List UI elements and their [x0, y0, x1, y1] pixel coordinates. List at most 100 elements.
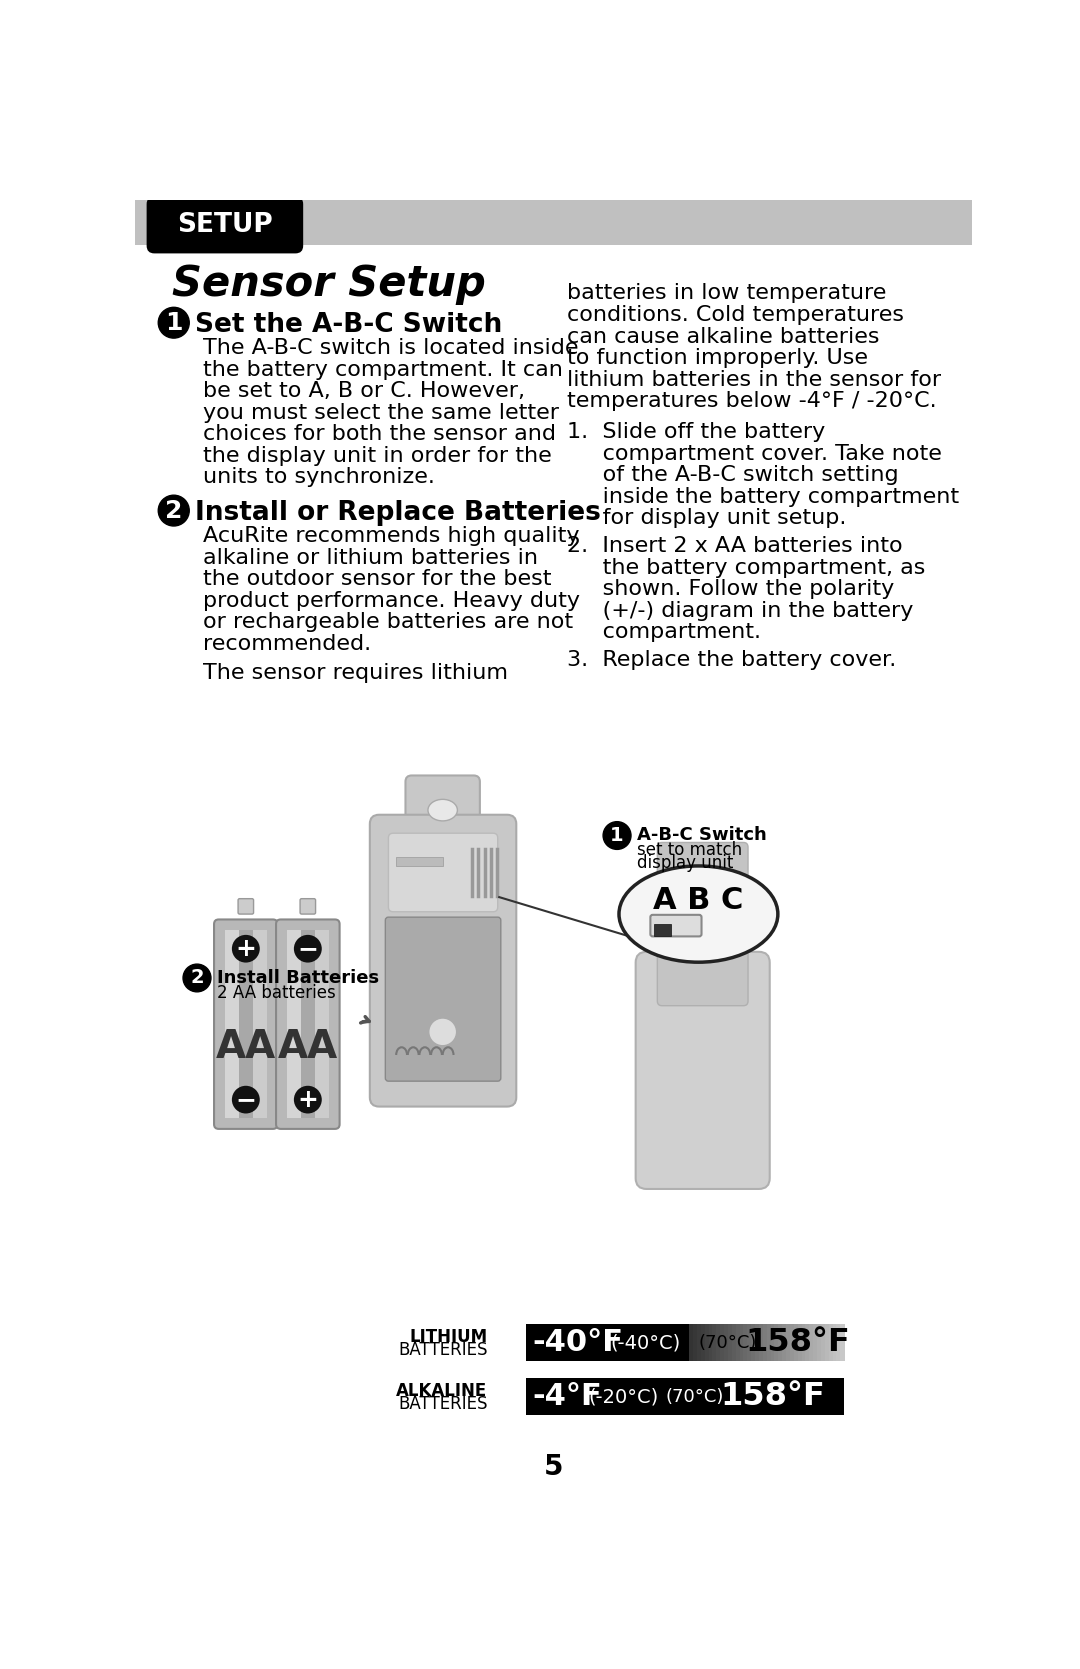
- Bar: [755, 1325, 759, 1362]
- FancyBboxPatch shape: [369, 814, 516, 1107]
- Bar: [225, 930, 239, 1118]
- Text: 3.  Replace the battery cover.: 3. Replace the battery cover.: [567, 649, 896, 669]
- Text: AA: AA: [216, 1028, 276, 1066]
- Bar: [762, 1325, 768, 1362]
- Circle shape: [232, 1087, 260, 1113]
- Bar: [526, 1325, 689, 1362]
- Circle shape: [159, 307, 189, 339]
- Circle shape: [429, 1018, 457, 1046]
- Text: lithium batteries in the sensor for: lithium batteries in the sensor for: [567, 369, 942, 389]
- Text: 2: 2: [190, 968, 204, 988]
- Text: Install Batteries: Install Batteries: [217, 968, 379, 986]
- Bar: [821, 1325, 825, 1362]
- Text: 2: 2: [165, 499, 183, 522]
- Text: -4°F: -4°F: [532, 1382, 603, 1412]
- Text: product performance. Heavy duty: product performance. Heavy duty: [203, 591, 580, 611]
- Bar: [239, 930, 253, 1118]
- Bar: [396, 858, 443, 866]
- Text: SETUP: SETUP: [177, 212, 273, 239]
- Text: or rechargeable batteries are not: or rechargeable batteries are not: [203, 613, 573, 633]
- Bar: [782, 1325, 786, 1362]
- Text: 2.  Insert 2 x AA batteries into: 2. Insert 2 x AA batteries into: [567, 536, 903, 556]
- Bar: [840, 1325, 845, 1362]
- Text: compartment.: compartment.: [567, 623, 761, 643]
- Text: (70°C): (70°C): [699, 1334, 757, 1352]
- Bar: [713, 1325, 717, 1362]
- Text: choices for both the sensor and: choices for both the sensor and: [203, 424, 556, 444]
- Bar: [732, 1325, 737, 1362]
- Bar: [697, 1325, 702, 1362]
- Bar: [701, 1325, 705, 1362]
- Text: alkaline or lithium batteries in: alkaline or lithium batteries in: [203, 547, 538, 567]
- Bar: [836, 1325, 841, 1362]
- Text: set to match: set to match: [637, 841, 742, 860]
- Text: you must select the same letter: you must select the same letter: [203, 402, 559, 422]
- FancyBboxPatch shape: [276, 920, 339, 1128]
- Bar: [693, 1325, 698, 1362]
- Text: A-B-C Switch: A-B-C Switch: [637, 826, 767, 843]
- Text: LITHIUM: LITHIUM: [409, 1329, 488, 1347]
- Text: (70°C): (70°C): [666, 1389, 725, 1405]
- Text: (-20°C): (-20°C): [589, 1387, 659, 1407]
- FancyBboxPatch shape: [650, 915, 702, 936]
- Bar: [526, 1379, 845, 1415]
- Text: batteries in low temperature: batteries in low temperature: [567, 284, 887, 304]
- Text: BATTERIES: BATTERIES: [399, 1395, 488, 1412]
- Text: −: −: [297, 936, 319, 961]
- Text: (+/-) diagram in the battery: (+/-) diagram in the battery: [567, 601, 914, 621]
- Text: 158°F: 158°F: [720, 1382, 825, 1412]
- Text: shown. Follow the polarity: shown. Follow the polarity: [567, 579, 894, 599]
- Text: inside the battery compartment: inside the battery compartment: [567, 487, 959, 507]
- Bar: [774, 1325, 779, 1362]
- Bar: [806, 1325, 810, 1362]
- Text: AA: AA: [278, 1028, 338, 1066]
- Bar: [253, 930, 267, 1118]
- Text: 5: 5: [543, 1454, 564, 1480]
- Text: −: −: [235, 1088, 256, 1112]
- Bar: [689, 1325, 693, 1362]
- Bar: [759, 1325, 764, 1362]
- Bar: [716, 1325, 721, 1362]
- Bar: [708, 1325, 713, 1362]
- Bar: [301, 930, 314, 1118]
- Text: 1: 1: [610, 826, 624, 845]
- Bar: [833, 1325, 837, 1362]
- Text: temperatures below -4°F / -20°C.: temperatures below -4°F / -20°C.: [567, 391, 937, 411]
- Bar: [770, 1325, 775, 1362]
- Text: Set the A-B-C Switch: Set the A-B-C Switch: [195, 312, 502, 337]
- Text: -40°F: -40°F: [532, 1329, 623, 1357]
- Text: 1: 1: [165, 310, 183, 335]
- Bar: [735, 1325, 740, 1362]
- Text: of the A-B-C switch setting: of the A-B-C switch setting: [567, 466, 899, 486]
- FancyBboxPatch shape: [386, 918, 501, 1082]
- Bar: [801, 1325, 806, 1362]
- Bar: [704, 1325, 710, 1362]
- Bar: [794, 1325, 798, 1362]
- Bar: [786, 1325, 791, 1362]
- FancyBboxPatch shape: [636, 951, 770, 1188]
- Bar: [743, 1325, 748, 1362]
- FancyBboxPatch shape: [658, 843, 748, 1006]
- Text: BATTERIES: BATTERIES: [399, 1340, 488, 1359]
- Text: ALKALINE: ALKALINE: [396, 1382, 488, 1400]
- Circle shape: [183, 965, 211, 991]
- Text: +: +: [297, 1088, 319, 1112]
- Bar: [654, 925, 672, 936]
- Circle shape: [232, 935, 260, 963]
- Bar: [724, 1325, 729, 1362]
- Text: (-40°C): (-40°C): [610, 1334, 680, 1352]
- Text: the display unit in order for the: the display unit in order for the: [203, 446, 552, 466]
- Text: conditions. Cold temperatures: conditions. Cold temperatures: [567, 305, 904, 325]
- Text: the battery compartment, as: the battery compartment, as: [567, 557, 926, 577]
- Bar: [751, 1325, 756, 1362]
- Bar: [693, 943, 712, 958]
- Bar: [816, 1325, 822, 1362]
- Text: units to synchronize.: units to synchronize.: [203, 467, 435, 487]
- Text: compartment cover. Take note: compartment cover. Take note: [567, 444, 943, 464]
- Bar: [720, 1325, 725, 1362]
- Text: 2 AA batteries: 2 AA batteries: [217, 985, 336, 1001]
- Bar: [728, 1325, 732, 1362]
- Ellipse shape: [619, 866, 778, 963]
- Circle shape: [603, 821, 631, 850]
- Bar: [314, 930, 328, 1118]
